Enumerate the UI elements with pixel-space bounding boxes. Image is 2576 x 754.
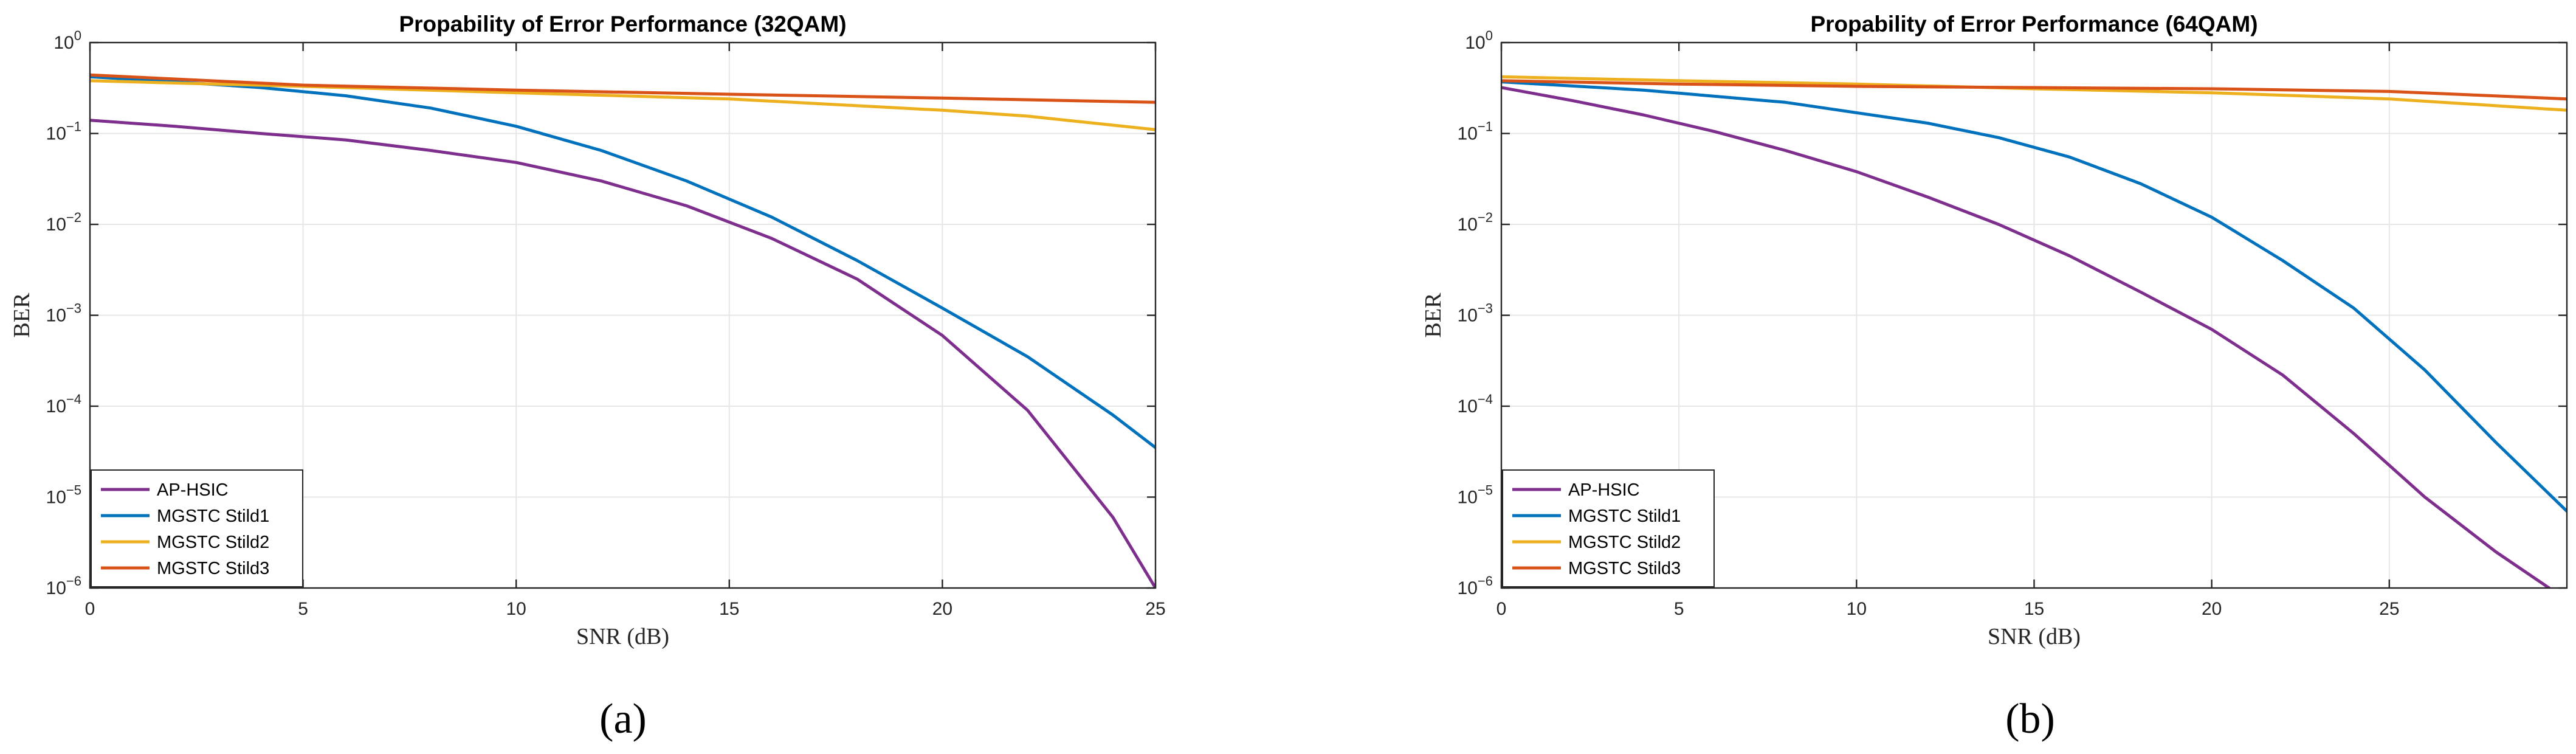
legend-label: MGSTC Stild3 xyxy=(1568,559,1681,578)
legend-label: MGSTC Stild3 xyxy=(157,559,269,578)
panel-caption: (a) xyxy=(599,696,647,742)
y-tick-label: 10−1 xyxy=(46,119,81,144)
y-tick-label: 10−4 xyxy=(1458,392,1493,417)
x-tick-label: 25 xyxy=(1145,599,1165,619)
series-group xyxy=(1501,75,2567,588)
x-tick-label: 5 xyxy=(1674,599,1684,619)
x-tick-label: 20 xyxy=(932,599,952,619)
legend: AP-HSIC MGSTC Stild1 MGSTC Stild2 MGSTC Sti… xyxy=(91,469,303,587)
x-tick-label: 15 xyxy=(2024,599,2044,619)
series-line-ap-hsic xyxy=(1501,86,2551,588)
series-line-mgstc-stild1 xyxy=(1501,80,2567,513)
y-tick-label: 10−3 xyxy=(1458,301,1493,326)
y-tick-label: 10−3 xyxy=(46,301,81,326)
y-tick-label: 10−2 xyxy=(1458,210,1493,235)
y-tick-label: 10−4 xyxy=(46,392,81,417)
x-axis-label: SNR (dB) xyxy=(576,624,669,649)
series-line-ap-hsic xyxy=(90,119,1155,588)
x-tick-label: 10 xyxy=(1847,599,1867,619)
legend-label: AP-HSIC xyxy=(1568,480,1640,500)
series-group xyxy=(90,73,1155,588)
y-tick-label: 10−1 xyxy=(1458,119,1493,144)
legend-label: MGSTC Stild1 xyxy=(1568,507,1681,526)
x-tick-label: 15 xyxy=(719,599,739,619)
x-tick-label: 5 xyxy=(298,599,308,619)
x-tick-label: 0 xyxy=(1496,599,1507,619)
y-tick-label: 10−6 xyxy=(1458,573,1493,598)
x-tick-label: 20 xyxy=(2202,599,2222,619)
x-tick-label: 25 xyxy=(2379,599,2399,619)
y-tick-label: 100 xyxy=(53,28,81,53)
legend-label: MGSTC Stild1 xyxy=(157,507,269,526)
series-line-mgstc-stild3 xyxy=(90,73,1155,104)
panel-caption: (b) xyxy=(2005,696,2055,742)
y-tick-label: 10−2 xyxy=(46,210,81,235)
x-axis-label: SNR (dB) xyxy=(1988,624,2081,649)
legend-label: AP-HSIC xyxy=(157,480,229,500)
y-tick-label: 10−6 xyxy=(46,573,81,598)
legend-label: MGSTC Stild2 xyxy=(1568,533,1681,552)
y-axis-label: BER xyxy=(1421,292,1446,338)
y-tick-label: 10−5 xyxy=(46,483,81,508)
y-tick-label: 10−5 xyxy=(1458,483,1493,508)
y-axis-label: BER xyxy=(9,292,35,338)
x-tick-label: 0 xyxy=(85,599,95,619)
chart-title: Propability of Error Performance (64QAM) xyxy=(1810,12,2257,36)
x-tick-label: 10 xyxy=(506,599,526,619)
y-tick-label: 100 xyxy=(1465,28,1493,53)
series-line-mgstc-stild3 xyxy=(1501,79,2567,101)
chart-a: 0 5 10 15 20 25 10−6 10−5 10−4 10−3 10−2 10−1 100 Pro… xyxy=(9,12,1166,742)
series-line-mgstc-stild1 xyxy=(90,75,1155,449)
chart-b: 0 5 10 15 20 25 10−6 10−5 10−4 10−3 10−2 10−1 100 Pro… xyxy=(1421,12,2568,742)
legend: AP-HSIC MGSTC Stild1 MGSTC Stild2 MGSTC Sti… xyxy=(1502,469,1715,587)
chart-title: Propability of Error Performance (32QAM) xyxy=(399,12,846,36)
legend-label: MGSTC Stild2 xyxy=(157,533,269,552)
